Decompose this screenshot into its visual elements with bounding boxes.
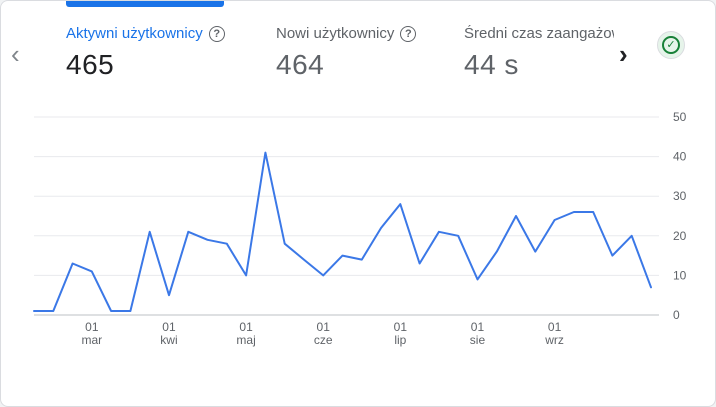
- y-tick-label: 40: [673, 150, 687, 164]
- prev-arrow-icon[interactable]: ‹: [11, 39, 20, 69]
- status-check-icon[interactable]: ✓: [657, 31, 685, 59]
- x-tick-day: 01: [394, 320, 408, 334]
- y-tick-label: 10: [673, 268, 687, 282]
- metric-new-users[interactable]: Nowi użytkownicy ? 464: [276, 25, 417, 81]
- series-line: [33, 151, 652, 312]
- x-tick-day: 01: [317, 320, 331, 334]
- x-tick-month: lip: [394, 333, 406, 347]
- y-tick-label: 50: [673, 110, 687, 124]
- x-tick-day: 01: [471, 320, 485, 334]
- metric-label: Średni czas zaangażow: [464, 25, 614, 42]
- y-tick-label: 30: [673, 189, 687, 203]
- x-tick-month: kwi: [160, 333, 177, 347]
- check-circle-icon: ✓: [662, 36, 680, 54]
- x-tick-month: mar: [82, 333, 103, 347]
- active-tab-indicator: [66, 1, 224, 7]
- metric-value: 465: [66, 49, 115, 80]
- metric-label: Nowi użytkownicy: [276, 25, 395, 42]
- y-tick-label: 20: [673, 229, 687, 243]
- metric-value: 464: [276, 49, 325, 80]
- help-icon[interactable]: ?: [400, 25, 417, 42]
- x-tick-day: 01: [239, 320, 253, 334]
- metric-value: 44 s: [464, 49, 519, 80]
- x-tick-month: maj: [236, 333, 255, 347]
- x-tick-month: cze: [314, 333, 333, 347]
- y-tick-label: 0: [673, 308, 680, 322]
- x-tick-day: 01: [548, 320, 562, 334]
- x-tick-month: sie: [470, 333, 486, 347]
- metric-avg-engagement-time[interactable]: Średni czas zaangażow 44 s: [464, 25, 614, 81]
- metric-active-users[interactable]: Aktywni użytkownicy ? 465: [66, 25, 225, 81]
- x-tick-day: 01: [162, 320, 176, 334]
- next-arrow-icon[interactable]: ›: [619, 39, 628, 69]
- help-icon[interactable]: ?: [208, 25, 225, 42]
- x-tick-month: wrz: [544, 333, 564, 347]
- x-tick-day: 01: [85, 320, 99, 334]
- metric-label: Aktywni użytkownicy: [66, 25, 203, 42]
